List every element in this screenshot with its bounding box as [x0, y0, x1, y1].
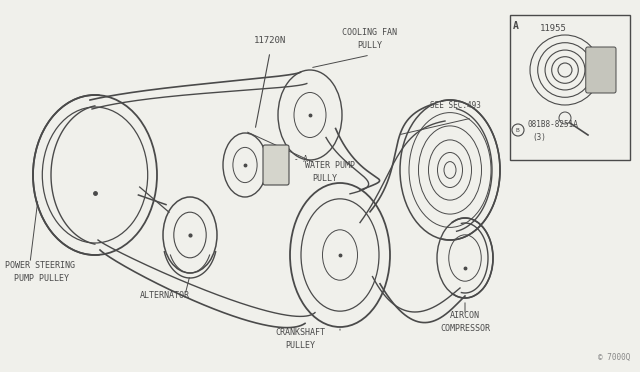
- Text: © 7000Q: © 7000Q: [598, 353, 630, 362]
- FancyBboxPatch shape: [586, 47, 616, 93]
- Text: - A: - A: [294, 155, 308, 164]
- Text: B: B: [515, 128, 519, 132]
- Text: PUMP PULLEY: PUMP PULLEY: [14, 274, 69, 283]
- Text: 081B8-8251A: 081B8-8251A: [527, 120, 578, 129]
- Text: PULLY: PULLY: [312, 174, 337, 183]
- Text: (3): (3): [532, 133, 546, 142]
- Text: SEE SEC.493: SEE SEC.493: [430, 101, 481, 110]
- Text: POWER STEERING: POWER STEERING: [5, 261, 75, 270]
- Text: PULLY: PULLY: [358, 41, 383, 50]
- Text: 11720N: 11720N: [254, 36, 286, 45]
- Text: WATER PUMP: WATER PUMP: [305, 161, 355, 170]
- Text: CRANKSHAFT: CRANKSHAFT: [275, 328, 325, 337]
- Text: PULLEY: PULLEY: [285, 341, 315, 350]
- Text: 11955: 11955: [540, 24, 567, 33]
- Bar: [510, 15, 630, 160]
- Text: ALTERNATOR: ALTERNATOR: [140, 291, 190, 300]
- Text: A: A: [513, 21, 519, 31]
- Text: COMPRESSOR: COMPRESSOR: [440, 324, 490, 333]
- Text: COOLING FAN: COOLING FAN: [342, 28, 397, 37]
- FancyBboxPatch shape: [263, 145, 289, 185]
- Text: AIRCON: AIRCON: [450, 311, 480, 320]
